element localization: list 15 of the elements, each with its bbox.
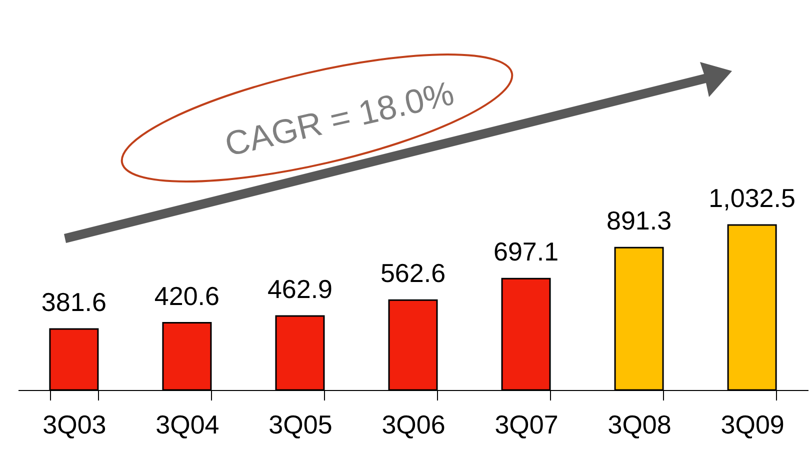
x-tick-label: 3Q05 <box>268 410 332 440</box>
x-tick-label: 3Q07 <box>494 410 558 440</box>
data-label: 697.1 <box>493 236 559 267</box>
data-label: 462.9 <box>267 274 333 304</box>
data-label: 562.6 <box>380 258 446 288</box>
x-tick-label: 3Q08 <box>608 410 672 440</box>
x-tick-label: 3Q03 <box>42 410 106 440</box>
data-label: 891.3 <box>606 206 672 236</box>
x-tick-label: 3Q04 <box>156 410 220 440</box>
data-label: 381.6 <box>41 287 106 318</box>
data-label: 1,032.5 <box>708 183 796 213</box>
x-tick-label: 3Q06 <box>382 410 446 440</box>
text: CAGR = 18.0% <box>222 74 458 164</box>
x-tick-label: 3Q09 <box>720 410 784 440</box>
data-label: 420.6 <box>154 280 220 311</box>
